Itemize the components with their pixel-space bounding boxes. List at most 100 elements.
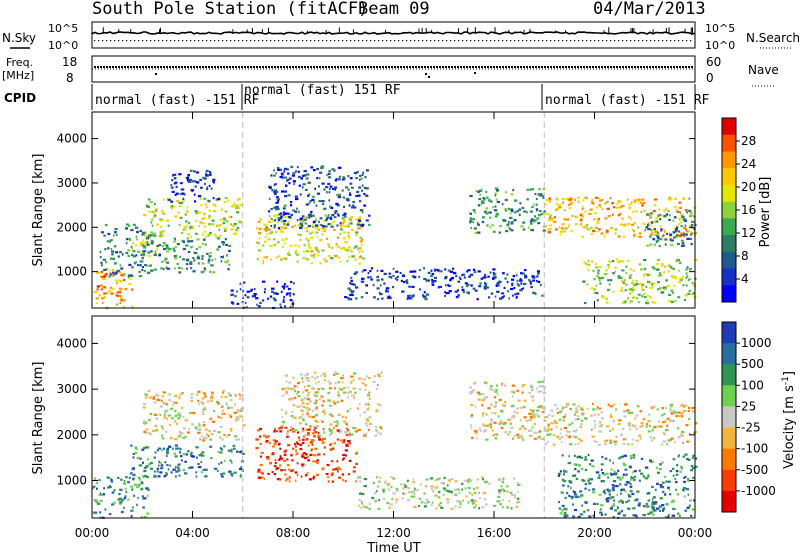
data-cell (358, 216, 361, 220)
data-cell (539, 390, 543, 393)
data-cell (259, 463, 263, 467)
freq-dot (322, 66, 324, 68)
data-cell (283, 283, 286, 286)
data-cell (286, 212, 289, 215)
data-cell (177, 447, 180, 450)
freq-dot (115, 66, 117, 68)
data-cell (303, 452, 306, 455)
data-cell (558, 472, 561, 475)
freq-dot (367, 66, 369, 68)
data-cell (581, 504, 584, 507)
data-cell (475, 227, 477, 230)
data-cell (591, 435, 595, 438)
data-cell (593, 439, 596, 442)
data-cell (589, 463, 592, 466)
data-cell (103, 268, 107, 271)
data-cell (646, 244, 650, 247)
data-cell (555, 407, 559, 410)
data-cell (568, 494, 571, 497)
data-cell (408, 297, 413, 300)
data-cell (672, 507, 676, 510)
data-cell (533, 203, 535, 206)
freq-dot (565, 66, 567, 68)
data-cell (185, 453, 188, 456)
data-cell (207, 261, 210, 264)
data-cell (607, 288, 611, 291)
data-cell (526, 188, 530, 191)
data-cell (159, 225, 163, 228)
data-cell (619, 276, 623, 279)
data-cell (294, 396, 297, 400)
data-cell (561, 406, 565, 409)
data-cell (400, 279, 403, 282)
data-cell (193, 193, 196, 196)
data-cell (609, 498, 612, 501)
data-cell (657, 420, 661, 423)
data-cell (560, 227, 565, 230)
data-cell (294, 443, 296, 446)
data-cell (301, 441, 305, 444)
data-cell (684, 509, 687, 512)
data-cell (342, 420, 346, 423)
data-cell (495, 283, 498, 286)
data-cell (334, 382, 337, 385)
data-cell (285, 374, 288, 377)
freq-dot (235, 66, 237, 68)
data-cell (150, 231, 154, 234)
data-cell (280, 290, 283, 293)
x-tick-label: 00:00 (678, 526, 713, 540)
data-cell (175, 422, 179, 425)
data-cell (222, 222, 226, 225)
data-cell (529, 429, 533, 432)
data-cell (284, 473, 287, 476)
data-cell (375, 476, 379, 479)
data-cell (653, 221, 656, 224)
data-cell (566, 430, 568, 433)
data-cell (210, 187, 213, 190)
data-cell (662, 490, 665, 494)
data-cell (345, 186, 349, 189)
data-cell (286, 435, 289, 438)
data-cell (541, 406, 544, 409)
nsky-label: N.Sky (2, 31, 36, 45)
data-cell (542, 392, 547, 395)
data-cell (646, 302, 650, 305)
data-cell (623, 224, 627, 227)
data-cell (483, 282, 486, 285)
data-cell (647, 420, 651, 423)
data-cell (353, 396, 355, 399)
data-cell (627, 297, 630, 300)
data-cell (136, 457, 140, 460)
data-cell (625, 473, 628, 476)
data-cell (576, 428, 578, 431)
data-cell (375, 490, 378, 493)
data-cell (193, 170, 196, 173)
data-cell (240, 409, 242, 413)
data-cell (325, 472, 329, 476)
data-cell (555, 425, 558, 428)
data-cell (111, 253, 114, 256)
freq-dot (409, 66, 411, 68)
data-cell (269, 295, 273, 298)
data-cell (653, 228, 657, 231)
data-cell (341, 381, 344, 384)
data-cell (315, 391, 319, 394)
data-cell (201, 435, 203, 438)
data-cell (161, 437, 165, 440)
data-cell (100, 494, 103, 497)
data-cell (426, 279, 430, 282)
data-cell (658, 208, 661, 211)
freq-dot (298, 66, 300, 68)
data-cell (359, 209, 364, 212)
data-cell (307, 384, 311, 387)
data-cell (295, 170, 297, 173)
data-cell (656, 259, 661, 262)
data-cell (217, 415, 220, 418)
data-cell (631, 424, 634, 427)
data-cell (473, 430, 477, 433)
data-cell (201, 257, 204, 260)
data-cell (313, 371, 317, 374)
data-cell (544, 443, 547, 446)
data-cell (172, 174, 175, 177)
data-cell (223, 445, 226, 448)
